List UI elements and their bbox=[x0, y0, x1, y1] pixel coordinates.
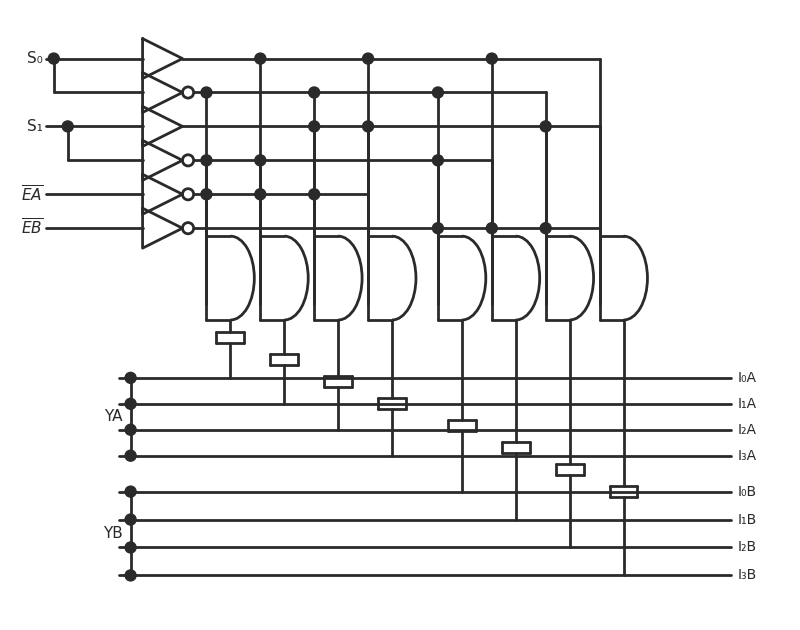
Circle shape bbox=[48, 53, 59, 64]
Text: $\overline{EA}$: $\overline{EA}$ bbox=[21, 184, 42, 204]
Text: I₀A: I₀A bbox=[738, 371, 756, 385]
Circle shape bbox=[201, 189, 212, 200]
Circle shape bbox=[255, 155, 266, 166]
Circle shape bbox=[433, 87, 443, 98]
Circle shape bbox=[362, 53, 374, 64]
Circle shape bbox=[540, 222, 551, 234]
Text: $\overline{EB}$: $\overline{EB}$ bbox=[21, 218, 42, 238]
Circle shape bbox=[125, 372, 136, 383]
Circle shape bbox=[486, 53, 498, 64]
Circle shape bbox=[255, 53, 266, 64]
Text: S₀: S₀ bbox=[27, 51, 42, 66]
Circle shape bbox=[201, 155, 212, 166]
Text: I₁A: I₁A bbox=[738, 397, 756, 411]
Text: I₂A: I₂A bbox=[738, 423, 756, 437]
Text: YB: YB bbox=[103, 526, 122, 541]
Text: I₂B: I₂B bbox=[738, 541, 756, 554]
Text: I₃B: I₃B bbox=[738, 568, 757, 582]
Text: I₁B: I₁B bbox=[738, 513, 757, 527]
Circle shape bbox=[62, 121, 74, 132]
Circle shape bbox=[309, 87, 320, 98]
Circle shape bbox=[125, 450, 136, 461]
Circle shape bbox=[362, 121, 374, 132]
Circle shape bbox=[486, 222, 498, 234]
Circle shape bbox=[125, 514, 136, 525]
Circle shape bbox=[125, 542, 136, 553]
Circle shape bbox=[309, 189, 320, 200]
Circle shape bbox=[433, 222, 443, 234]
Circle shape bbox=[125, 570, 136, 581]
Circle shape bbox=[433, 155, 443, 166]
Circle shape bbox=[125, 424, 136, 435]
Circle shape bbox=[125, 398, 136, 410]
Text: YA: YA bbox=[104, 410, 122, 424]
Circle shape bbox=[255, 189, 266, 200]
Circle shape bbox=[540, 121, 551, 132]
Circle shape bbox=[201, 87, 212, 98]
Circle shape bbox=[309, 121, 320, 132]
Circle shape bbox=[125, 486, 136, 497]
Text: S₁: S₁ bbox=[27, 119, 42, 134]
Text: I₀B: I₀B bbox=[738, 484, 756, 498]
Text: I₃A: I₃A bbox=[738, 449, 756, 462]
